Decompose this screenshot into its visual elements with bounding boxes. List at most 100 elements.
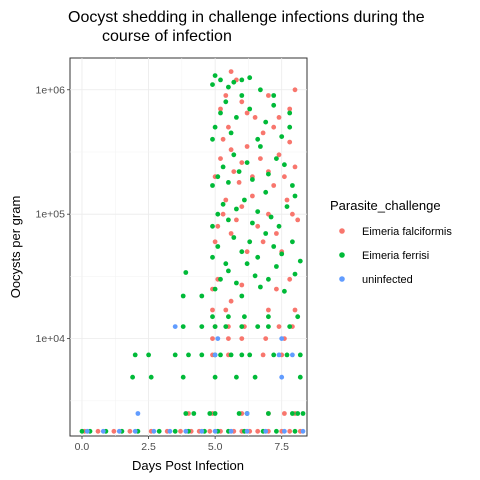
y-axis-title: Oocysts per gram xyxy=(8,196,23,299)
data-point xyxy=(231,169,236,174)
x-axis-title: Days Post Infection xyxy=(132,458,244,473)
data-point xyxy=(271,103,276,108)
data-point xyxy=(239,283,244,288)
data-point xyxy=(215,224,220,229)
data-point xyxy=(271,93,276,98)
data-point xyxy=(117,429,122,434)
data-point xyxy=(237,180,242,185)
data-point xyxy=(258,87,263,92)
data-point xyxy=(266,324,271,329)
data-point xyxy=(207,429,212,434)
data-point xyxy=(266,411,271,416)
data-point xyxy=(186,353,191,358)
data-point xyxy=(199,429,204,434)
legend-label-ferrisi: Eimeria ferrisi xyxy=(362,250,429,262)
data-point xyxy=(221,137,226,142)
data-point xyxy=(245,261,250,266)
data-point xyxy=(277,353,282,358)
x-tick-label: 5.0 xyxy=(208,441,223,453)
data-point xyxy=(261,131,266,136)
data-point xyxy=(295,314,300,319)
legend-title: Parasite_challenge xyxy=(330,198,441,213)
y-tick-label: 1e+06 xyxy=(36,84,66,96)
data-point xyxy=(239,353,244,358)
data-point xyxy=(178,429,183,434)
data-point xyxy=(210,314,215,319)
data-point xyxy=(274,264,279,269)
data-point xyxy=(261,353,266,358)
data-point xyxy=(133,353,138,358)
data-point xyxy=(266,172,271,177)
x-tick-label: 2.5 xyxy=(141,441,156,453)
data-point xyxy=(207,411,212,416)
data-point xyxy=(239,99,244,104)
data-point xyxy=(250,221,255,226)
data-point xyxy=(221,165,226,170)
data-point xyxy=(215,174,220,179)
data-point xyxy=(133,429,138,434)
data-point xyxy=(101,429,106,434)
data-point xyxy=(295,218,300,223)
data-point xyxy=(263,429,268,434)
data-point xyxy=(229,69,234,74)
data-point xyxy=(253,115,258,120)
data-point xyxy=(199,294,204,299)
data-point xyxy=(293,87,298,92)
data-point xyxy=(199,324,204,329)
data-point xyxy=(223,261,228,266)
data-point xyxy=(266,277,271,282)
data-point xyxy=(282,174,287,179)
data-point xyxy=(290,239,295,244)
data-point xyxy=(287,140,292,145)
data-point xyxy=(229,147,234,152)
data-point xyxy=(287,125,292,130)
data-point xyxy=(229,131,234,136)
data-point xyxy=(221,202,226,207)
data-point xyxy=(239,336,244,341)
y-tick-label: 1e+05 xyxy=(36,209,66,221)
data-point xyxy=(183,429,188,434)
data-point xyxy=(282,429,287,434)
data-point xyxy=(271,353,276,358)
legend-key-falciformis xyxy=(339,228,345,234)
data-point xyxy=(247,75,252,80)
data-point xyxy=(255,324,260,329)
data-point xyxy=(213,324,218,329)
data-point xyxy=(242,314,247,319)
data-point xyxy=(263,231,268,236)
data-point xyxy=(239,93,244,98)
data-point xyxy=(253,273,258,278)
chart-title-line-2: course of infection xyxy=(102,28,232,45)
data-point xyxy=(298,375,303,380)
x-tick-label: 0.0 xyxy=(75,441,90,453)
data-point xyxy=(271,183,276,188)
data-point xyxy=(234,115,239,120)
data-point xyxy=(258,285,263,290)
data-point xyxy=(173,353,178,358)
data-point xyxy=(223,99,228,104)
data-point xyxy=(245,429,250,434)
data-point xyxy=(183,270,188,275)
data-point xyxy=(274,231,279,236)
data-point xyxy=(266,93,271,98)
data-point xyxy=(277,224,282,229)
data-point xyxy=(261,239,266,244)
data-point xyxy=(213,125,218,130)
data-point xyxy=(234,207,239,212)
data-point xyxy=(287,324,292,329)
data-point xyxy=(191,411,196,416)
data-point xyxy=(218,277,223,282)
data-point xyxy=(85,429,90,434)
data-point xyxy=(215,244,220,249)
data-point xyxy=(290,411,295,416)
data-point xyxy=(229,231,234,236)
data-point xyxy=(271,244,276,249)
data-point xyxy=(239,249,244,254)
data-point xyxy=(287,429,292,434)
data-point xyxy=(298,353,303,358)
data-point xyxy=(274,287,279,292)
data-point xyxy=(301,411,306,416)
data-point xyxy=(290,353,295,358)
data-point xyxy=(130,375,135,380)
data-point xyxy=(213,239,218,244)
